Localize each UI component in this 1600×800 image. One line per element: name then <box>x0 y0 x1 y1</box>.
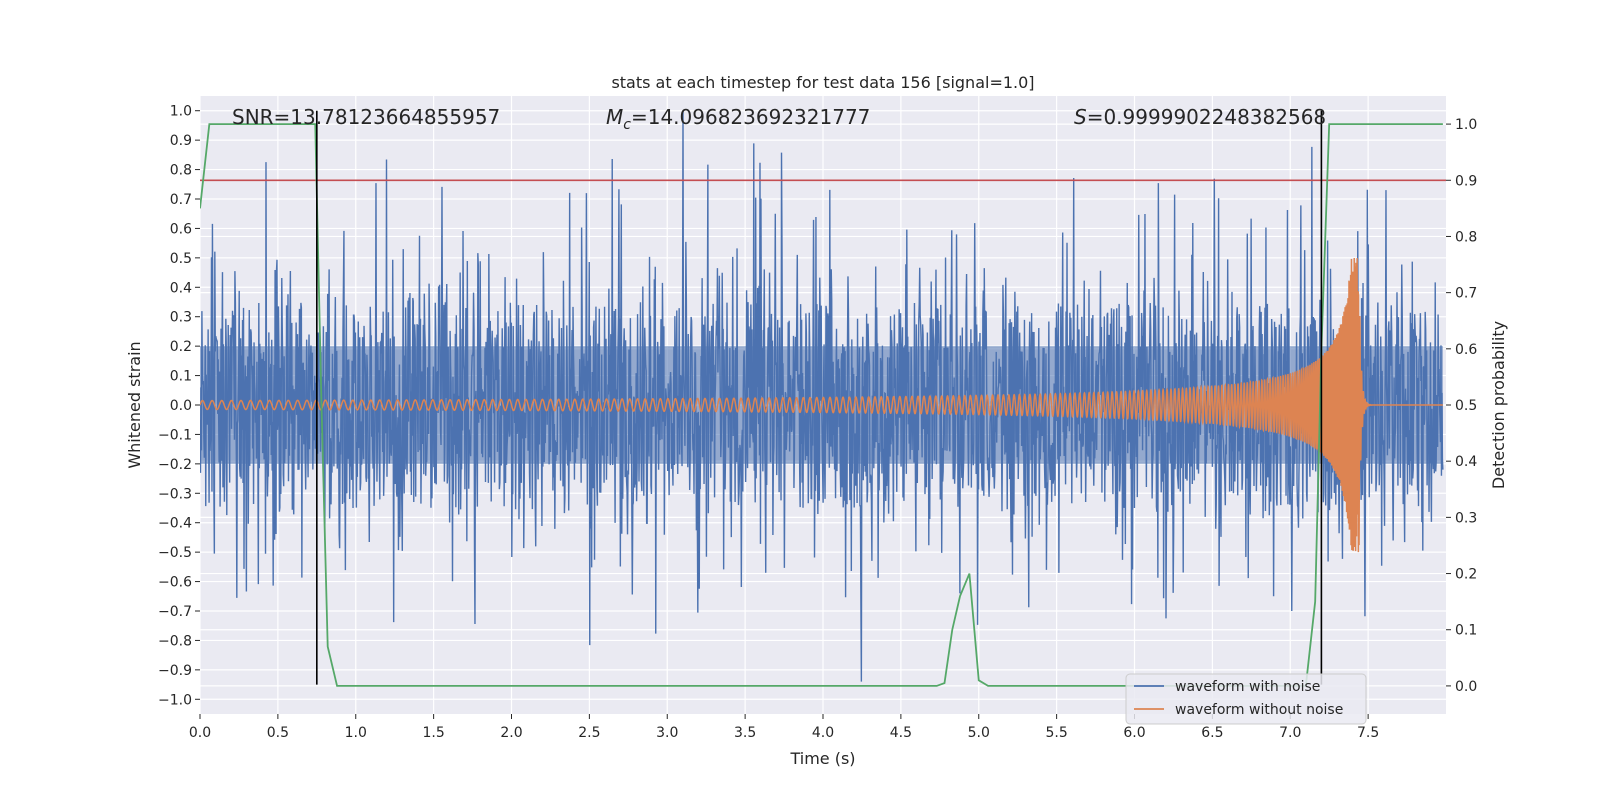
y-tick-label: 1.0 <box>170 104 192 120</box>
y2-tick-label: 0.3 <box>1455 510 1477 526</box>
y-tick-label: 0.3 <box>170 310 192 326</box>
x-tick-label: 2.5 <box>578 725 600 741</box>
y-tick-label: −0.9 <box>158 663 192 679</box>
snr-annotation: SNR=13.78123664855957 <box>232 105 500 129</box>
y-tick-label: 0.1 <box>170 369 192 385</box>
series-waveform-without-noise <box>200 257 1443 553</box>
y-tick-label: 0.2 <box>170 339 192 355</box>
x-tick-label: 6.0 <box>1123 725 1145 741</box>
y-tick-label: 0.9 <box>170 133 192 149</box>
legend-label-without-noise: waveform without noise <box>1175 702 1343 718</box>
y2-tick-label: 0.6 <box>1455 342 1477 358</box>
y2-tick-label: 0.5 <box>1455 398 1477 414</box>
chirp-mass-annotation: Mc=14.096823692321777 <box>606 105 870 133</box>
chart-title: stats at each timestep for test data 156… <box>611 73 1034 92</box>
x-tick-label: 3.5 <box>734 725 756 741</box>
legend-label-with-noise: waveform with noise <box>1175 679 1320 695</box>
y2-tick-label: 0.2 <box>1455 567 1477 583</box>
y-tick-label: −0.8 <box>158 633 192 649</box>
x-tick-label: 0.0 <box>189 725 211 741</box>
chirp-mass-value: =14.096823692321777 <box>631 105 870 129</box>
x-tick-label: 4.0 <box>812 725 834 741</box>
y-tick-label: 0.6 <box>170 221 192 237</box>
x-tick-label: 2.0 <box>500 725 522 741</box>
y-tick-label: −0.4 <box>158 516 192 532</box>
x-tick-label: 7.5 <box>1357 725 1379 741</box>
y-tick-label: −0.1 <box>158 427 192 443</box>
x-tick-label: 0.5 <box>267 725 289 741</box>
y2-tick-label: 0.9 <box>1455 173 1477 189</box>
x-tick-label: 4.5 <box>890 725 912 741</box>
y2-tick-label: 0.7 <box>1455 286 1477 302</box>
series-layer <box>200 110 1446 687</box>
x-tick-label: 1.0 <box>345 725 367 741</box>
legend-box <box>1125 673 1367 725</box>
y2-tick-label: 0.0 <box>1455 679 1477 695</box>
series-detection-probability <box>200 123 1443 687</box>
x-tick-label: 6.5 <box>1201 725 1223 741</box>
y-axis-ticks: 1.0 0.9 0.8 0.7 0.6 0.5 0.4 0.3 0.2 0.1 0.0 −0.1 −0.… <box>158 104 200 708</box>
y-tick-label: 0.7 <box>170 192 192 208</box>
y-tick-label: 0.4 <box>170 280 192 296</box>
y-axis-label: Whitened strain <box>125 341 144 468</box>
chirp-mass-symbol: M <box>606 105 623 129</box>
y-tick-label: −0.6 <box>158 575 192 591</box>
y2-tick-label: 0.4 <box>1455 454 1477 470</box>
y-tick-label: −0.2 <box>158 457 192 473</box>
y-tick-label: −1.0 <box>158 692 192 708</box>
y2-axis-label: Detection probability <box>1489 321 1508 489</box>
y2-tick-label: 0.1 <box>1455 623 1477 639</box>
y-tick-label: −0.7 <box>158 604 192 620</box>
chirp-mass-subscript: c <box>623 117 631 133</box>
y2-axis-ticks: 1.0 0.9 0.8 0.7 0.6 0.5 0.4 0.3 0.2 0.1 0.0 <box>1446 117 1477 695</box>
y-tick-label: 0.0 <box>170 398 192 414</box>
legend: waveform with noise waveform without noi… <box>1125 673 1367 725</box>
y-tick-label: −0.5 <box>158 545 192 561</box>
x-axis-label: Time (s) <box>789 749 855 768</box>
y2-tick-label: 0.8 <box>1455 229 1477 245</box>
s-symbol: S <box>1074 105 1087 129</box>
y-tick-label: 0.5 <box>170 251 192 267</box>
x-tick-label: 7.0 <box>1279 725 1301 741</box>
x-tick-label: 5.5 <box>1045 725 1067 741</box>
x-tick-label: 1.5 <box>422 725 444 741</box>
x-axis-ticks: 0.0 0.5 1.0 1.5 2.0 2.5 3.0 3.5 4.0 4.5 5.0 5.5 6.0 6… <box>189 714 1379 741</box>
s-value: =0.9999902248382568 <box>1087 105 1326 129</box>
y2-tick-label: 1.0 <box>1455 117 1477 133</box>
y-tick-label: −0.3 <box>158 486 192 502</box>
y-tick-label: 0.8 <box>170 163 192 179</box>
s-annotation: S=0.9999902248382568 <box>1074 105 1326 129</box>
x-tick-label: 5.0 <box>968 725 990 741</box>
x-tick-label: 3.0 <box>656 725 678 741</box>
